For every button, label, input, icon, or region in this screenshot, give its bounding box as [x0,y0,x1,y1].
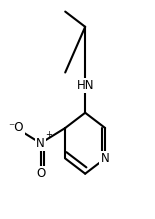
Text: O: O [36,167,45,180]
Text: ⁻O: ⁻O [8,122,24,134]
Text: N: N [101,152,110,165]
Text: +: + [46,130,53,139]
Text: N: N [36,137,45,150]
Text: HN: HN [76,79,94,92]
